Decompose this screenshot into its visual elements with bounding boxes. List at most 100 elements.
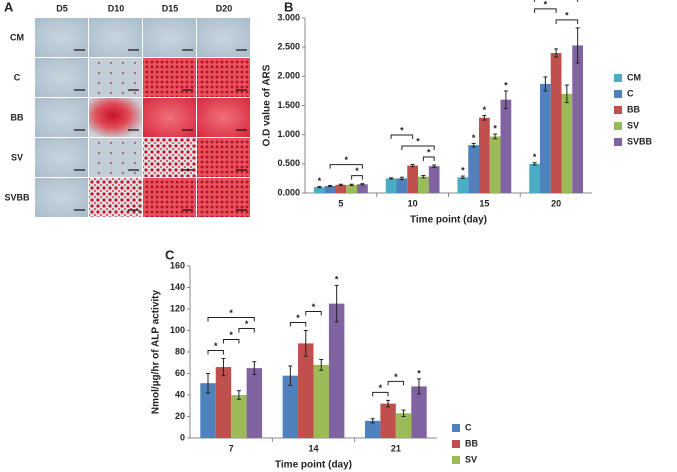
row-label: SV xyxy=(11,152,23,162)
column-label: D20 xyxy=(216,3,233,13)
bar xyxy=(561,93,573,193)
bracket-label: * xyxy=(544,0,548,9)
value-label: * xyxy=(483,105,487,115)
y-tick-label: 160 xyxy=(170,260,185,270)
bar xyxy=(428,166,440,193)
legend-label: SV xyxy=(627,120,639,130)
bar xyxy=(313,187,325,193)
y-tick-label: 1.500 xyxy=(277,100,300,110)
column-label: D5 xyxy=(56,3,68,13)
bar xyxy=(298,343,314,438)
bar xyxy=(411,386,427,438)
bracket-label: * xyxy=(379,383,383,393)
bar xyxy=(407,165,419,193)
legend-label: BB xyxy=(627,104,640,114)
bracket-label: * xyxy=(229,308,233,318)
legend-label: BB xyxy=(465,438,478,448)
x-tick-label: 20 xyxy=(551,198,561,208)
bar xyxy=(489,136,501,193)
row-label: BB xyxy=(11,112,24,122)
x-axis-label: Time point (day) xyxy=(410,215,487,226)
y-tick-label: 60 xyxy=(175,368,185,378)
bracket xyxy=(305,311,322,316)
legend-label: SV xyxy=(465,454,477,464)
bracket xyxy=(387,380,405,386)
micrograph xyxy=(143,178,196,217)
bracket xyxy=(401,145,435,150)
legend-label: CM xyxy=(627,72,641,82)
bar xyxy=(231,395,247,438)
micrograph xyxy=(197,178,250,217)
bracket xyxy=(372,391,389,397)
bracket xyxy=(207,349,224,355)
micrograph xyxy=(143,98,196,137)
bracket xyxy=(207,316,255,322)
legend-label: SVBB xyxy=(465,470,491,472)
y-tick-label: 20 xyxy=(175,411,185,421)
bar xyxy=(282,375,299,438)
y-tick-label: 120 xyxy=(170,303,185,313)
bracket xyxy=(555,19,579,24)
bracket-label: * xyxy=(394,372,398,382)
value-label: * xyxy=(318,176,322,186)
y-axis-label: O.D value of ARS xyxy=(262,64,273,146)
micrograph xyxy=(89,138,142,177)
y-tick-label: 0 xyxy=(180,432,185,442)
micrograph xyxy=(197,138,250,177)
micrograph xyxy=(89,178,142,217)
value-label: * xyxy=(472,133,476,143)
bracket xyxy=(222,338,240,344)
bar xyxy=(539,83,551,193)
bar xyxy=(380,403,396,438)
bracket xyxy=(329,164,363,169)
value-label: * xyxy=(461,165,465,175)
bracket xyxy=(534,0,579,2)
bracket-label: * xyxy=(296,313,300,323)
column-label: D10 xyxy=(108,3,125,13)
y-tick-label: 2.000 xyxy=(277,71,300,81)
bar xyxy=(324,186,336,193)
y-tick-label: 100 xyxy=(170,325,185,335)
value-label: * xyxy=(493,123,497,133)
legend-swatch xyxy=(452,456,460,464)
panel-letter: C xyxy=(165,247,175,262)
legend-label: C xyxy=(465,422,472,432)
panel-letter: B xyxy=(284,0,293,14)
bar xyxy=(335,184,347,193)
micrograph xyxy=(35,18,88,57)
micrograph xyxy=(89,18,142,57)
legend-swatch xyxy=(614,122,622,130)
panel-letter: A xyxy=(4,0,14,14)
y-tick-label: 0.000 xyxy=(277,187,300,197)
legend-swatch xyxy=(614,138,622,146)
bar xyxy=(346,184,358,193)
x-tick-label: 14 xyxy=(308,443,318,453)
legend-swatch xyxy=(614,90,622,98)
bracket-label: * xyxy=(214,341,218,351)
micrograph xyxy=(143,58,196,97)
value-label: * xyxy=(533,152,537,162)
micrograph xyxy=(197,58,250,97)
micrograph xyxy=(143,18,196,57)
bracket xyxy=(238,327,255,333)
micrograph xyxy=(197,18,250,57)
bar xyxy=(385,178,397,193)
x-tick-label: 7 xyxy=(229,443,234,453)
micrograph xyxy=(197,98,250,137)
micrograph xyxy=(35,58,88,97)
bar xyxy=(572,45,584,193)
bracket xyxy=(390,134,414,139)
bar xyxy=(468,145,479,193)
bracket-label: * xyxy=(400,125,404,135)
bracket xyxy=(422,156,435,161)
bar xyxy=(457,177,469,193)
bracket-label: * xyxy=(344,155,348,165)
x-axis-label: Time point (day) xyxy=(275,460,352,471)
bracket-label: * xyxy=(565,10,569,20)
y-tick-label: 3.000 xyxy=(277,12,300,22)
bracket xyxy=(534,8,557,13)
y-tick-label: 40 xyxy=(175,389,185,399)
bar xyxy=(357,184,368,193)
bar xyxy=(418,176,429,193)
value-label: * xyxy=(335,275,339,285)
